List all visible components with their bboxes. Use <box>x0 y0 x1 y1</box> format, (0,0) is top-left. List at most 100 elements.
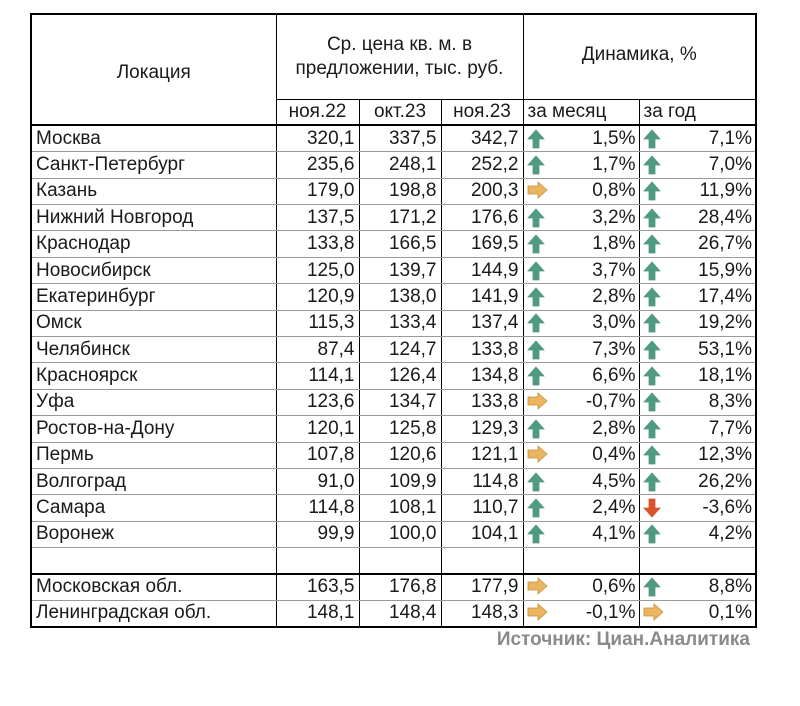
year-value: 17,4% <box>698 285 752 307</box>
month-value: 4,5% <box>592 470 636 492</box>
year-value: 15,9% <box>698 259 752 281</box>
price-v3: 200,3 <box>440 178 524 206</box>
table-row: Ростов-на-Дону 120,1 125,8 129,3 2,8% 7,7% <box>30 415 757 443</box>
year-value: 26,2% <box>698 470 752 492</box>
price-v2: 134,7 <box>358 389 442 417</box>
year-value: 7,7% <box>708 417 752 439</box>
location-name: Пермь <box>30 442 277 469</box>
table-row: Омск 115,3 133,4 137,4 3,0% 19,2% <box>30 310 757 338</box>
month-value: 1,8% <box>592 233 636 255</box>
trend-up-icon <box>642 181 661 201</box>
price-v1: 114,1 <box>275 362 360 390</box>
location-name: Омск <box>30 310 277 338</box>
trend-up-icon <box>642 340 661 360</box>
location-name: Красноярск <box>30 362 277 390</box>
price-v2: 166,5 <box>358 230 442 258</box>
year-value: 8,3% <box>708 391 752 413</box>
price-v2: 124,7 <box>358 336 442 364</box>
table-row: Пермь 107,8 120,6 121,1 0,4% 12,3% <box>30 442 757 469</box>
month-value: 2,8% <box>592 417 636 439</box>
year-change: 8,8% <box>638 574 757 601</box>
table-row: Москва 320,1 337,5 342,7 1,5% 7,1% <box>30 125 757 153</box>
year-value: 7,1% <box>708 127 752 149</box>
month-change: 2,8% <box>522 415 640 443</box>
price-v2: 120,6 <box>358 442 442 469</box>
year-change: 11,9% <box>638 178 757 206</box>
month-change: 1,8% <box>522 230 640 258</box>
month-change: 6,6% <box>522 362 640 390</box>
trend-up-icon <box>642 155 661 175</box>
month-change: 0,6% <box>522 574 640 601</box>
year-value: 18,1% <box>698 365 752 387</box>
price-v1: 148,1 <box>275 600 360 628</box>
header-period-1: ноя.22 <box>275 98 360 127</box>
month-value: 7,3% <box>592 338 636 360</box>
trend-up-icon <box>642 208 661 228</box>
year-value: -3,6% <box>702 497 752 519</box>
year-change: 17,4% <box>638 283 757 311</box>
location-name: Екатеринбург <box>30 283 277 311</box>
header-month: за месяц <box>522 98 640 127</box>
trend-up-icon <box>642 472 661 492</box>
trend-up-icon <box>642 445 661 465</box>
price-v2: 100,0 <box>358 521 442 549</box>
trend-up-icon <box>526 129 545 149</box>
year-change: 4,2% <box>638 521 757 549</box>
trend-up-icon <box>642 577 661 597</box>
price-v3: 137,4 <box>440 310 524 338</box>
price-v2: 108,1 <box>358 494 442 522</box>
trend-up-icon <box>642 129 661 149</box>
trend-up-icon <box>526 524 545 544</box>
trend-flat-icon <box>643 603 664 623</box>
location-name: Нижний Новгород <box>30 204 277 232</box>
month-value: 1,7% <box>592 153 636 175</box>
price-v1: 123,6 <box>275 389 360 417</box>
price-v1: 179,0 <box>275 178 360 206</box>
location-name: Казань <box>30 178 277 206</box>
price-v3: 169,5 <box>440 230 524 258</box>
year-value: 8,8% <box>708 576 752 598</box>
table-row: Ленинградская обл. 148,1 148,4 148,3 -0,1% 0,… <box>30 600 757 628</box>
trend-up-icon <box>526 472 545 492</box>
month-change: 4,1% <box>522 521 640 549</box>
trend-up-icon <box>526 419 545 439</box>
location-name: Челябинск <box>30 336 277 364</box>
year-value: 0,1% <box>708 602 752 624</box>
month-value: 0,8% <box>592 180 636 202</box>
month-change: 7,3% <box>522 336 640 364</box>
month-value: 2,4% <box>592 497 636 519</box>
table-row: Новосибирск 125,0 139,7 144,9 3,7% 15,9% <box>30 257 757 285</box>
year-change: 18,1% <box>638 362 757 390</box>
price-v2: 126,4 <box>358 362 442 390</box>
price-v1: 137,5 <box>275 204 360 232</box>
price-v1: 125,0 <box>275 257 360 285</box>
trend-up-icon <box>526 498 545 518</box>
month-change: -0,1% <box>522 600 640 628</box>
trend-flat-icon <box>527 392 548 412</box>
table-row: Московская обл. 163,5 176,8 177,9 0,6% 8,8% <box>30 574 757 601</box>
price-v2: 109,9 <box>358 468 442 496</box>
month-change: 2,8% <box>522 283 640 311</box>
price-v1: 107,8 <box>275 442 360 469</box>
trend-up-icon <box>642 419 661 439</box>
table-row: Челябинск 87,4 124,7 133,8 7,3% 53,1% <box>30 336 757 364</box>
table-row: Екатеринбург 120,9 138,0 141,9 2,8% 17,4% <box>30 283 757 311</box>
header-location: Локация <box>30 13 277 127</box>
trend-flat-icon <box>527 181 548 201</box>
month-value: 6,6% <box>592 365 636 387</box>
price-v3: 342,7 <box>440 125 524 153</box>
price-v3: 129,3 <box>440 415 524 443</box>
month-change: 3,7% <box>522 257 640 285</box>
price-v1: 235,6 <box>275 151 360 179</box>
month-change: 2,4% <box>522 494 640 522</box>
table-row: Санкт-Петербург 235,6 248,1 252,2 1,7% 7,0% <box>30 151 757 179</box>
year-change: 26,2% <box>638 468 757 496</box>
price-v1: 114,8 <box>275 494 360 522</box>
month-value: 1,5% <box>592 127 636 149</box>
month-value: -0,1% <box>585 602 636 624</box>
location-name: Краснодар <box>30 230 277 258</box>
trend-up-icon <box>642 287 661 307</box>
price-v3: 177,9 <box>440 574 524 601</box>
year-value: 26,7% <box>698 233 752 255</box>
year-change: 53,1% <box>638 336 757 364</box>
